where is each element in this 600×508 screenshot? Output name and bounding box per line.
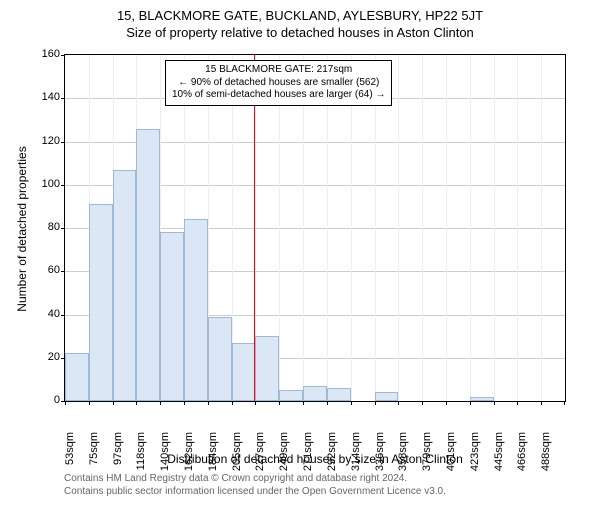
y-tick-label: 40 — [30, 308, 60, 320]
x-tick-mark — [160, 401, 161, 405]
gridline-v — [303, 55, 304, 401]
y-tick-mark — [61, 185, 65, 186]
gridline-v — [422, 55, 423, 401]
y-tick-label: 80 — [30, 221, 60, 233]
y-tick-mark — [61, 142, 65, 143]
x-tick-label: 118sqm — [135, 432, 147, 480]
y-tick-label: 140 — [30, 91, 60, 103]
histogram-bar — [375, 392, 399, 401]
x-tick-mark — [232, 401, 233, 405]
histogram-bar — [279, 390, 303, 401]
y-axis-label: Number of detached properties — [15, 129, 29, 329]
histogram-bar — [303, 386, 327, 401]
x-tick-mark — [303, 401, 304, 405]
histogram-bar — [65, 353, 89, 401]
x-tick-label: 162sqm — [183, 432, 195, 480]
y-tick-label: 20 — [30, 351, 60, 363]
gridline-v — [351, 55, 352, 401]
histogram-bar — [208, 317, 232, 401]
x-tick-label: 97sqm — [112, 432, 124, 480]
x-tick-mark — [255, 401, 256, 405]
y-tick-mark — [61, 315, 65, 316]
x-tick-mark — [446, 401, 447, 405]
x-tick-mark — [375, 401, 376, 405]
histogram-bar — [113, 170, 137, 401]
x-tick-mark — [517, 401, 518, 405]
x-tick-label: 488sqm — [540, 432, 552, 480]
histogram-bar — [255, 336, 279, 401]
histogram-bar — [160, 232, 184, 401]
x-tick-label: 445sqm — [493, 432, 505, 480]
x-tick-label: 401sqm — [445, 432, 457, 480]
gridline-v — [494, 55, 495, 401]
gridline-v — [327, 55, 328, 401]
gridline-v — [517, 55, 518, 401]
x-tick-label: 271sqm — [302, 432, 314, 480]
x-tick-mark — [113, 401, 114, 405]
x-tick-label: 423sqm — [469, 432, 481, 480]
gridline-v — [375, 55, 376, 401]
y-tick-label: 100 — [30, 178, 60, 190]
histogram-bar — [136, 129, 160, 401]
gridline-v — [279, 55, 280, 401]
x-tick-label: 336sqm — [374, 432, 386, 480]
annotation-line: 10% of semi-detached houses are larger (… — [172, 89, 385, 102]
x-tick-label: 205sqm — [231, 432, 243, 480]
x-tick-mark — [398, 401, 399, 405]
x-tick-mark — [422, 401, 423, 405]
x-tick-mark — [470, 401, 471, 405]
x-tick-label: 140sqm — [159, 432, 171, 480]
x-tick-label: 358sqm — [397, 432, 409, 480]
x-tick-mark — [136, 401, 137, 405]
title-sub: Size of property relative to detached ho… — [0, 25, 600, 40]
x-tick-label: 184sqm — [207, 432, 219, 480]
x-tick-mark — [184, 401, 185, 405]
x-tick-mark — [327, 401, 328, 405]
gridline-v — [398, 55, 399, 401]
annotation-line: ← 90% of detached houses are smaller (56… — [172, 77, 385, 90]
y-tick-mark — [61, 98, 65, 99]
footer-line-2: Contains public sector information licen… — [64, 485, 446, 498]
histogram-bar — [327, 388, 351, 401]
x-tick-mark — [494, 401, 495, 405]
x-tick-label: 292sqm — [326, 432, 338, 480]
gridline-v — [541, 55, 542, 401]
x-tick-label: 53sqm — [64, 432, 76, 480]
histogram-bar — [89, 204, 113, 401]
x-tick-mark — [351, 401, 352, 405]
y-tick-mark — [61, 271, 65, 272]
annotation-line: 15 BLACKMORE GATE: 217sqm — [172, 64, 385, 77]
x-tick-label: 227sqm — [254, 432, 266, 480]
y-tick-mark — [61, 55, 65, 56]
annotation-box: 15 BLACKMORE GATE: 217sqm← 90% of detach… — [165, 60, 392, 106]
histogram-bar — [184, 219, 208, 401]
y-tick-mark — [61, 228, 65, 229]
x-tick-label: 379sqm — [421, 432, 433, 480]
x-tick-mark — [564, 401, 565, 405]
y-tick-label: 120 — [30, 135, 60, 147]
reference-line — [254, 55, 255, 401]
histogram-chart: 15 BLACKMORE GATE: 217sqm← 90% of detach… — [64, 54, 566, 402]
x-tick-mark — [89, 401, 90, 405]
histogram-bar — [232, 343, 256, 401]
x-tick-label: 75sqm — [88, 432, 100, 480]
x-tick-mark — [541, 401, 542, 405]
gridline-v — [446, 55, 447, 401]
y-tick-label: 0 — [30, 394, 60, 406]
histogram-bar — [470, 397, 494, 401]
title-main: 15, BLACKMORE GATE, BUCKLAND, AYLESBURY,… — [0, 8, 600, 23]
x-tick-label: 314sqm — [350, 432, 362, 480]
gridline-v — [470, 55, 471, 401]
y-tick-label: 60 — [30, 264, 60, 276]
x-tick-mark — [65, 401, 66, 405]
x-tick-label: 249sqm — [278, 432, 290, 480]
x-tick-label: 466sqm — [516, 432, 528, 480]
y-tick-label: 160 — [30, 48, 60, 60]
x-tick-mark — [279, 401, 280, 405]
x-tick-mark — [208, 401, 209, 405]
